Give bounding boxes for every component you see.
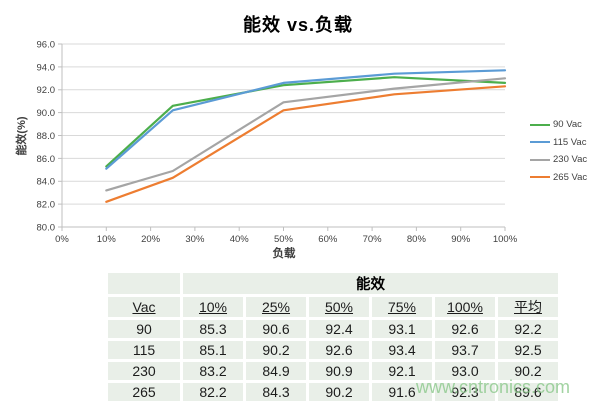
table-column-header: 75% bbox=[372, 297, 432, 317]
table-row-merged-header: 能效 bbox=[108, 273, 558, 294]
table-cell: 93.4 bbox=[372, 341, 432, 359]
efficiency-table-body: 能效 Vac 10% 25% 50% 75% 100% 平均 90 85.3 90.6 92.4 93… bbox=[108, 273, 558, 401]
table-cell: 85.3 bbox=[183, 320, 243, 338]
series-line-230-vac bbox=[105, 77, 507, 192]
table-column-header: Vac bbox=[108, 297, 180, 317]
legend-line-swatch bbox=[530, 123, 550, 126]
table-cell: 90 bbox=[108, 320, 180, 338]
table-row: 115 85.1 90.2 92.6 93.4 93.7 92.5 bbox=[108, 341, 558, 359]
table-cell: 92.2 bbox=[498, 320, 558, 338]
table-cell: 85.1 bbox=[183, 341, 243, 359]
x-tick-label: 80% bbox=[407, 234, 427, 245]
x-tick-label: 60% bbox=[318, 234, 338, 245]
table-cell: 92.6 bbox=[435, 320, 495, 338]
table-cell: 90.6 bbox=[246, 320, 306, 338]
x-tick-label: 50% bbox=[274, 234, 294, 245]
efficiency-line-chart: 96.0 94.0 92.0 90.0 88.0 86.0 84.0 82.0 80.00% 10… bbox=[37, 39, 518, 245]
x-tick-label: 0% bbox=[55, 234, 69, 245]
x-axis-label: 负载 bbox=[272, 248, 296, 260]
y-tick-label: 94.0 bbox=[37, 62, 56, 73]
legend-item-90-vac: 90 Vac bbox=[530, 116, 587, 134]
y-tick-label: 82.0 bbox=[37, 200, 56, 211]
legend-label: 230 Vac bbox=[553, 154, 588, 166]
legend-item-115-vac: 115 Vac bbox=[530, 134, 587, 152]
table-row: 90 85.3 90.6 92.4 93.1 92.6 92.2 bbox=[108, 320, 558, 338]
legend-item-265-vac: 265 Vac bbox=[530, 169, 587, 187]
table-cell: 91.6 bbox=[372, 383, 432, 401]
y-tick-label: 88.0 bbox=[37, 131, 56, 142]
chart-legend: 90 Vac 115 Vac 230 Vac 265 Vac bbox=[530, 116, 587, 186]
table-cell: 93.1 bbox=[372, 320, 432, 338]
table-cell: 93.7 bbox=[435, 341, 495, 359]
table-merged-header: 能效 bbox=[183, 273, 558, 294]
table-cell: 89.6 bbox=[498, 383, 558, 401]
table-cell: 84.9 bbox=[246, 362, 306, 380]
table-cell: 92.1 bbox=[372, 362, 432, 380]
y-tick-label: 92.0 bbox=[37, 85, 56, 96]
table-cell: 90.2 bbox=[246, 341, 306, 359]
x-tick-label: 100% bbox=[493, 234, 518, 245]
y-tick-label: 86.0 bbox=[37, 154, 56, 165]
x-tick-label: 30% bbox=[185, 234, 205, 245]
efficiency-table: 能效 Vac 10% 25% 50% 75% 100% 平均 90 85.3 90.6 92.4 93… bbox=[105, 270, 561, 404]
table-cell: 84.3 bbox=[246, 383, 306, 401]
table-column-header: 25% bbox=[246, 297, 306, 317]
table-cell: 82.2 bbox=[183, 383, 243, 401]
table-cell: 93.0 bbox=[435, 362, 495, 380]
y-axis-label: 能效(%) bbox=[16, 116, 28, 156]
legend-item-230-vac: 230 Vac bbox=[530, 151, 587, 169]
table-cell: 92.4 bbox=[309, 320, 369, 338]
table-cell: 230 bbox=[108, 362, 180, 380]
table-cell: 90.2 bbox=[309, 383, 369, 401]
table-cell: 90.2 bbox=[498, 362, 558, 380]
x-tick-label: 10% bbox=[97, 234, 117, 245]
table-cell: 83.2 bbox=[183, 362, 243, 380]
table-cell: 115 bbox=[108, 341, 180, 359]
x-tick-label: 20% bbox=[141, 234, 161, 245]
table-cell: 92.3 bbox=[435, 383, 495, 401]
legend-line-swatch bbox=[530, 158, 550, 161]
legend-line-swatch bbox=[530, 176, 550, 179]
table-row-column-headers: Vac 10% 25% 50% 75% 100% 平均 bbox=[108, 297, 558, 317]
series-line-265-vac bbox=[105, 85, 507, 203]
table-corner-cell bbox=[108, 273, 180, 294]
x-tick-label: 70% bbox=[363, 234, 383, 245]
y-tick-label: 80.0 bbox=[37, 222, 56, 233]
table-cell: 92.5 bbox=[498, 341, 558, 359]
table-column-header: 100% bbox=[435, 297, 495, 317]
table-cell: 92.6 bbox=[309, 341, 369, 359]
legend-label: 265 Vac bbox=[553, 171, 588, 183]
chart-title: 能效 vs.负载 bbox=[242, 15, 354, 35]
legend-label: 90 Vac bbox=[553, 119, 582, 131]
table-column-header: 10% bbox=[183, 297, 243, 317]
y-tick-label: 96.0 bbox=[37, 39, 56, 50]
legend-label: 115 Vac bbox=[553, 136, 587, 148]
x-tick-label: 90% bbox=[451, 234, 471, 245]
table-cell: 265 bbox=[108, 383, 180, 401]
series-line-115-vac bbox=[105, 69, 507, 170]
y-tick-label: 84.0 bbox=[37, 177, 56, 188]
y-tick-label: 90.0 bbox=[37, 108, 56, 119]
x-tick-label: 40% bbox=[230, 234, 250, 245]
table-column-header: 50% bbox=[309, 297, 369, 317]
series-line-90-vac bbox=[105, 76, 507, 168]
legend-line-swatch bbox=[530, 141, 550, 144]
table-row: 265 82.2 84.3 90.2 91.6 92.3 89.6 bbox=[108, 383, 558, 401]
table-column-header: 平均 bbox=[498, 297, 558, 317]
table-row: 230 83.2 84.9 90.9 92.1 93.0 90.2 bbox=[108, 362, 558, 380]
table-cell: 90.9 bbox=[309, 362, 369, 380]
